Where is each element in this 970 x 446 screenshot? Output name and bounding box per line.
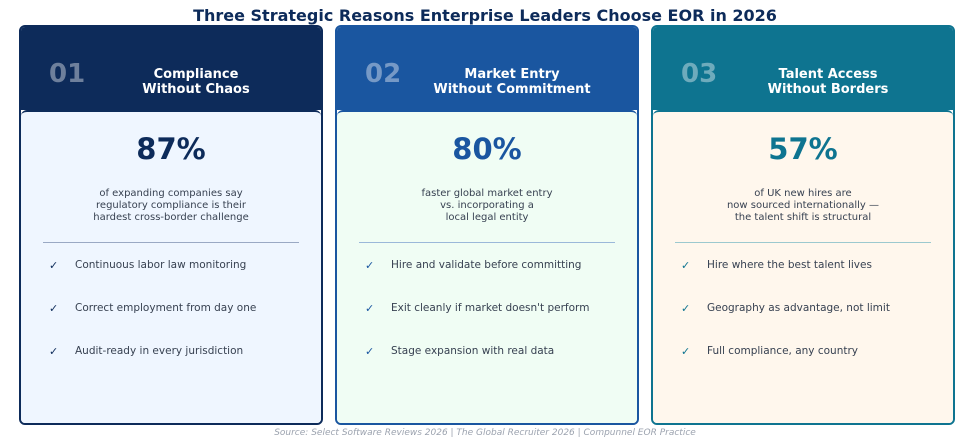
divider: [43, 242, 299, 243]
reason-card: 02 Market Entry Without Commitment 80% f…: [335, 25, 639, 425]
item-text: Audit-ready in every jurisdiction: [75, 345, 244, 357]
item-text: Stage expansion with real data: [391, 345, 555, 357]
check-icon: ✓: [365, 345, 375, 358]
stat-description: of expanding companies say regulatory co…: [93, 188, 249, 223]
stat-description: of UK new hires are now sourced internat…: [726, 188, 880, 223]
list-item: ✓ Hire where the best talent lives: [653, 259, 953, 302]
card-header: 03 Talent Access Without Borders: [653, 27, 953, 110]
stat-value: 57%: [768, 132, 838, 166]
card-number: 03: [681, 59, 718, 89]
page-title: Three Strategic Reasons Enterprise Leade…: [193, 6, 777, 25]
card-title: Market Entry Without Commitment: [433, 67, 591, 97]
check-icon: ✓: [365, 259, 375, 272]
card-number: 02: [365, 59, 402, 89]
divider: [359, 242, 615, 243]
card-body: 87% of expanding companies say regulator…: [21, 110, 321, 423]
item-text: Exit cleanly if market doesn't perform: [391, 302, 590, 314]
item-text: Hire where the best talent lives: [707, 259, 872, 271]
check-icon: ✓: [681, 259, 691, 272]
stat-value: 87%: [136, 132, 206, 166]
list-item: ✓ Stage expansion with real data: [337, 345, 637, 388]
reason-card: 03 Talent Access Without Borders 57% of …: [651, 25, 955, 425]
check-icon: ✓: [49, 345, 59, 358]
stat-value: 80%: [452, 132, 522, 166]
card-number: 01: [49, 59, 86, 89]
card-header: 02 Market Entry Without Commitment: [337, 27, 637, 110]
card-title: Compliance Without Chaos: [142, 67, 250, 97]
list-item: ✓ Audit-ready in every jurisdiction: [21, 345, 321, 388]
item-text: Hire and validate before committing: [391, 259, 582, 271]
list-item: ✓ Correct employment from day one: [21, 302, 321, 345]
card-body: 80% faster global market entry vs. incor…: [337, 110, 637, 423]
stat-description: faster global market entry vs. incorpora…: [421, 188, 553, 223]
list-item: ✓ Full compliance, any country: [653, 345, 953, 388]
check-icon: ✓: [681, 345, 691, 358]
check-icon: ✓: [49, 259, 59, 272]
list-item: ✓ Hire and validate before committing: [337, 259, 637, 302]
list-item: ✓ Geography as advantage, not limit: [653, 302, 953, 345]
reason-card: 01 Compliance Without Chaos 87% of expan…: [19, 25, 323, 425]
card-body: 57% of UK new hires are now sourced inte…: [653, 110, 953, 423]
item-text: Full compliance, any country: [707, 345, 859, 357]
item-text: Correct employment from day one: [75, 302, 257, 314]
check-icon: ✓: [49, 302, 59, 315]
item-text: Geography as advantage, not limit: [707, 302, 890, 314]
check-icon: ✓: [365, 302, 375, 315]
card-title: Talent Access Without Borders: [767, 67, 889, 97]
source-note: Source: Select Software Reviews 2026 | T…: [274, 428, 696, 438]
list-item: ✓ Exit cleanly if market doesn't perform: [337, 302, 637, 345]
card-header: 01 Compliance Without Chaos: [21, 27, 321, 110]
divider: [675, 242, 931, 243]
list-item: ✓ Continuous labor law monitoring: [21, 259, 321, 302]
item-text: Continuous labor law monitoring: [75, 259, 247, 271]
check-icon: ✓: [681, 302, 691, 315]
